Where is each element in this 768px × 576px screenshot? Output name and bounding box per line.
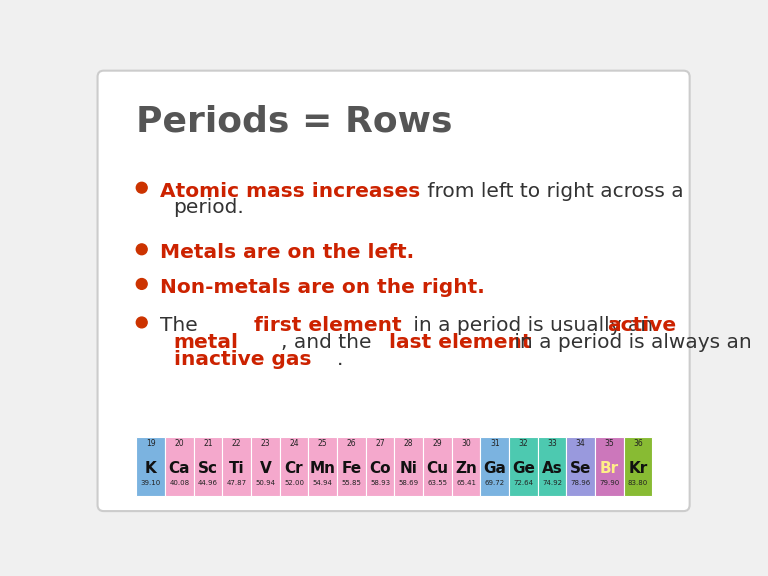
Bar (308, 437, 337, 496)
Bar (595, 437, 624, 496)
Text: 30: 30 (462, 439, 471, 448)
Bar (395, 437, 423, 496)
Text: , and the: , and the (281, 334, 378, 353)
Circle shape (136, 183, 147, 193)
Text: 79.90: 79.90 (599, 480, 620, 487)
Text: 26: 26 (346, 439, 356, 448)
Text: in a period is always an: in a period is always an (508, 334, 751, 353)
Text: 78.96: 78.96 (571, 480, 591, 487)
Text: from left to right across a: from left to right across a (422, 181, 684, 200)
Text: 31: 31 (490, 439, 499, 448)
Bar (452, 437, 481, 496)
Text: 32: 32 (518, 439, 528, 448)
Text: Ge: Ge (512, 461, 535, 476)
Bar (538, 437, 567, 496)
Text: Kr: Kr (628, 461, 647, 476)
Text: 54.94: 54.94 (313, 480, 333, 487)
FancyBboxPatch shape (98, 71, 690, 511)
Text: 63.55: 63.55 (427, 480, 448, 487)
Text: 36: 36 (634, 439, 643, 448)
Text: 50.94: 50.94 (255, 480, 276, 487)
Text: K: K (144, 461, 157, 476)
Text: 19: 19 (146, 439, 155, 448)
Text: 29: 29 (432, 439, 442, 448)
Text: 69.72: 69.72 (485, 480, 505, 487)
Text: Br: Br (600, 461, 619, 476)
Text: Non-metals are on the right.: Non-metals are on the right. (160, 278, 485, 297)
Text: 52.00: 52.00 (284, 480, 304, 487)
Text: Periods = Rows: Periods = Rows (136, 104, 453, 139)
Text: V: V (260, 461, 271, 476)
Bar (280, 437, 308, 496)
Text: 55.85: 55.85 (342, 480, 361, 487)
Text: Sc: Sc (198, 461, 218, 476)
Text: Zn: Zn (455, 461, 477, 476)
Bar (366, 437, 395, 496)
Text: 33: 33 (548, 439, 557, 448)
Bar (624, 437, 653, 496)
Text: 39.10: 39.10 (141, 480, 161, 487)
Text: 25: 25 (318, 439, 327, 448)
Text: last element: last element (389, 334, 531, 353)
Text: .: . (337, 350, 343, 369)
Text: 23: 23 (260, 439, 270, 448)
Text: 83.80: 83.80 (628, 480, 648, 487)
Text: Cu: Cu (426, 461, 449, 476)
Circle shape (136, 279, 147, 289)
Text: Ca: Ca (168, 461, 190, 476)
Text: Cr: Cr (285, 461, 303, 476)
Text: 20: 20 (174, 439, 184, 448)
Text: 58.93: 58.93 (370, 480, 390, 487)
Text: 34: 34 (576, 439, 586, 448)
Bar (423, 437, 452, 496)
Text: Ti: Ti (229, 461, 244, 476)
Text: Fe: Fe (341, 461, 362, 476)
Text: 22: 22 (232, 439, 241, 448)
Bar (251, 437, 280, 496)
Text: active: active (607, 316, 677, 335)
Text: Metals are on the left.: Metals are on the left. (160, 243, 414, 262)
Text: The: The (160, 316, 204, 335)
Text: metal: metal (174, 334, 239, 353)
Bar (136, 437, 165, 496)
Text: Ni: Ni (400, 461, 418, 476)
Text: in a period is usually an: in a period is usually an (407, 316, 660, 335)
Text: 58.69: 58.69 (399, 480, 419, 487)
Bar (222, 437, 251, 496)
Bar (481, 437, 509, 496)
Text: 28: 28 (404, 439, 413, 448)
Text: 72.64: 72.64 (514, 480, 534, 487)
Text: inactive gas: inactive gas (174, 350, 311, 369)
Text: Mn: Mn (310, 461, 336, 476)
Text: Se: Se (570, 461, 591, 476)
Text: Co: Co (369, 461, 391, 476)
Circle shape (136, 317, 147, 328)
Circle shape (136, 244, 147, 255)
Text: 27: 27 (376, 439, 385, 448)
Text: 40.08: 40.08 (169, 480, 190, 487)
Text: 65.41: 65.41 (456, 480, 476, 487)
Text: 47.87: 47.87 (227, 480, 247, 487)
Text: 21: 21 (204, 439, 213, 448)
Text: Ga: Ga (483, 461, 506, 476)
Bar (567, 437, 595, 496)
Bar (337, 437, 366, 496)
Text: first element: first element (254, 316, 402, 335)
Text: 35: 35 (604, 439, 614, 448)
Bar (165, 437, 194, 496)
Bar (509, 437, 538, 496)
Text: 24: 24 (290, 439, 299, 448)
Text: 44.96: 44.96 (198, 480, 218, 487)
Bar (194, 437, 222, 496)
Text: period.: period. (174, 199, 244, 218)
Text: 74.92: 74.92 (542, 480, 562, 487)
Text: As: As (541, 461, 562, 476)
Text: Atomic mass increases: Atomic mass increases (160, 181, 420, 200)
